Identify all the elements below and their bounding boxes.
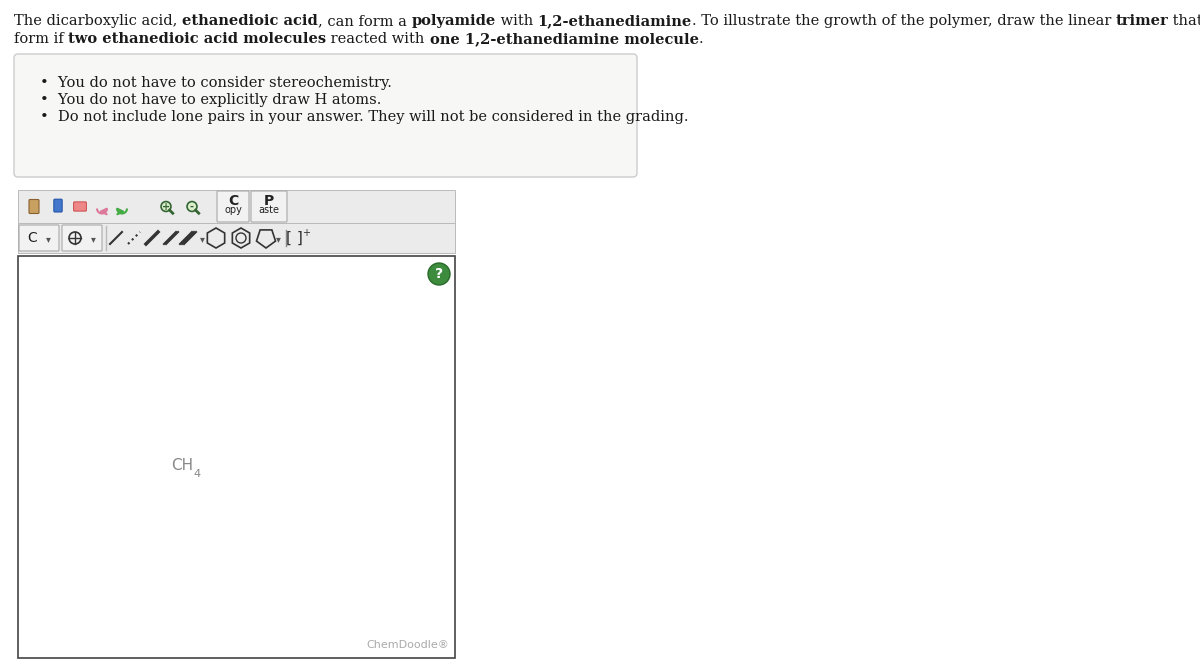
FancyBboxPatch shape bbox=[54, 199, 62, 212]
Text: .: . bbox=[698, 32, 703, 46]
FancyBboxPatch shape bbox=[29, 200, 38, 214]
FancyBboxPatch shape bbox=[217, 191, 250, 222]
FancyBboxPatch shape bbox=[62, 225, 102, 251]
Circle shape bbox=[187, 202, 197, 211]
Text: form if: form if bbox=[14, 32, 68, 46]
Text: ▾: ▾ bbox=[46, 234, 50, 244]
Text: ChemDoodle®: ChemDoodle® bbox=[366, 640, 449, 650]
Text: one 1,2-ethanediamine molecule: one 1,2-ethanediamine molecule bbox=[430, 32, 698, 46]
Text: ?: ? bbox=[434, 267, 443, 281]
Text: 4: 4 bbox=[194, 469, 200, 479]
FancyBboxPatch shape bbox=[18, 256, 455, 658]
Text: ▾: ▾ bbox=[276, 234, 281, 244]
Text: 1,2-ethanediamine: 1,2-ethanediamine bbox=[538, 14, 691, 28]
FancyBboxPatch shape bbox=[18, 190, 455, 223]
Text: C: C bbox=[228, 194, 238, 208]
Text: with: with bbox=[496, 14, 538, 28]
Text: C: C bbox=[28, 231, 37, 245]
Text: CH: CH bbox=[170, 458, 193, 473]
FancyBboxPatch shape bbox=[73, 202, 86, 211]
FancyBboxPatch shape bbox=[14, 54, 637, 177]
Circle shape bbox=[161, 202, 170, 211]
Text: . To illustrate the growth of the polymer, draw the linear: . To illustrate the growth of the polyme… bbox=[691, 14, 1116, 28]
Text: two ethanedioic acid molecules: two ethanedioic acid molecules bbox=[68, 32, 326, 46]
Text: •  You do not have to consider stereochemistry.: • You do not have to consider stereochem… bbox=[40, 76, 392, 90]
Text: ▾: ▾ bbox=[199, 234, 204, 244]
FancyBboxPatch shape bbox=[18, 223, 455, 253]
Text: aste: aste bbox=[258, 205, 280, 215]
Text: •  You do not have to explicitly draw H atoms.: • You do not have to explicitly draw H a… bbox=[40, 93, 382, 107]
Text: , can form a: , can form a bbox=[318, 14, 412, 28]
Text: -: - bbox=[190, 202, 194, 212]
Text: ▾: ▾ bbox=[90, 234, 96, 244]
Text: opy: opy bbox=[224, 205, 242, 215]
Text: reacted with: reacted with bbox=[326, 32, 430, 46]
FancyBboxPatch shape bbox=[19, 225, 59, 251]
Text: •  Do not include lone pairs in your answer. They will not be considered in the : • Do not include lone pairs in your answ… bbox=[40, 110, 689, 124]
Text: [ ]: [ ] bbox=[286, 230, 302, 246]
Text: trimer: trimer bbox=[1116, 14, 1169, 28]
Text: ethanedioic acid: ethanedioic acid bbox=[182, 14, 318, 28]
Text: that would: that would bbox=[1169, 14, 1200, 28]
Text: polyamide: polyamide bbox=[412, 14, 496, 28]
Text: The dicarboxylic acid,: The dicarboxylic acid, bbox=[14, 14, 182, 28]
Text: +: + bbox=[162, 202, 170, 212]
Circle shape bbox=[428, 263, 450, 285]
FancyBboxPatch shape bbox=[251, 191, 287, 222]
Text: P: P bbox=[264, 194, 274, 208]
Text: +: + bbox=[302, 228, 310, 238]
